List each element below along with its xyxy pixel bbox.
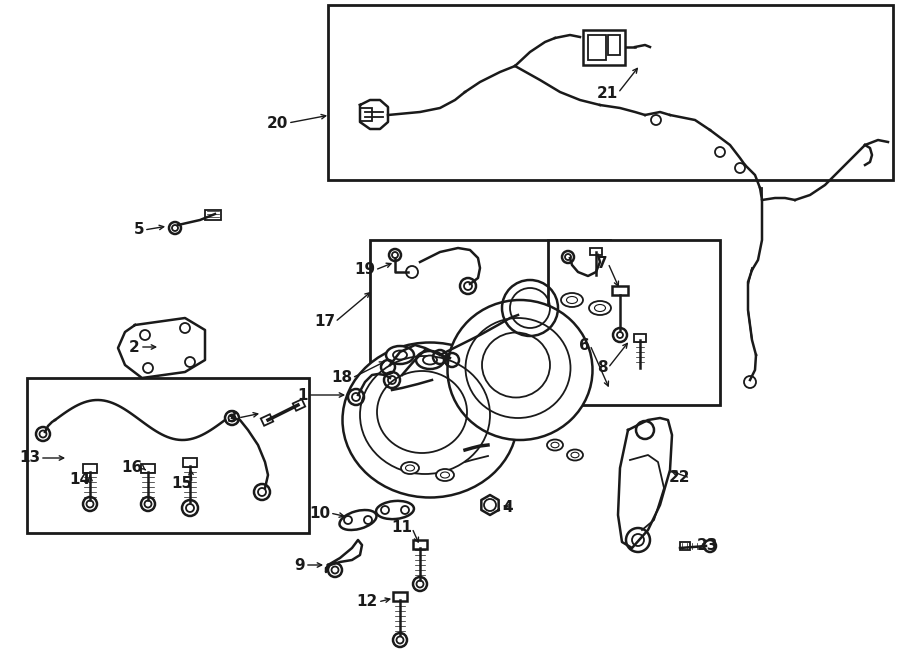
Ellipse shape: [339, 510, 376, 530]
Text: 21: 21: [597, 85, 618, 100]
Bar: [583, 30, 625, 65]
Ellipse shape: [416, 351, 444, 369]
Text: 22: 22: [669, 471, 690, 485]
Ellipse shape: [376, 501, 414, 519]
Bar: [413, 540, 427, 549]
Bar: [83, 464, 97, 473]
Bar: [328, 5, 893, 180]
Ellipse shape: [589, 301, 611, 315]
Text: 20: 20: [266, 116, 288, 130]
Bar: [205, 210, 221, 220]
Ellipse shape: [561, 293, 583, 307]
Bar: [590, 248, 602, 255]
Text: 16: 16: [122, 461, 143, 475]
Ellipse shape: [401, 462, 419, 474]
Text: 12: 12: [356, 594, 378, 609]
Text: 5: 5: [133, 223, 144, 237]
Ellipse shape: [567, 449, 583, 461]
Bar: [548, 240, 720, 405]
Ellipse shape: [566, 297, 578, 303]
Bar: [608, 35, 620, 55]
Bar: [292, 399, 305, 410]
Text: 7: 7: [598, 256, 608, 270]
Text: 8: 8: [598, 360, 608, 375]
Bar: [370, 240, 610, 385]
Bar: [27, 378, 309, 533]
Text: 19: 19: [354, 262, 375, 278]
Ellipse shape: [393, 350, 407, 360]
Text: 10: 10: [309, 506, 330, 520]
Text: 1: 1: [298, 387, 308, 403]
Text: 11: 11: [391, 520, 412, 535]
Bar: [360, 108, 372, 121]
Text: 9: 9: [294, 557, 305, 572]
Ellipse shape: [343, 342, 518, 498]
Bar: [612, 286, 628, 295]
Bar: [183, 458, 197, 467]
Bar: [588, 35, 606, 60]
Ellipse shape: [595, 305, 606, 311]
Ellipse shape: [436, 469, 454, 481]
Ellipse shape: [423, 356, 437, 364]
Bar: [634, 334, 646, 342]
Text: 6: 6: [580, 338, 590, 352]
Text: 15: 15: [171, 475, 192, 490]
Text: 23: 23: [697, 539, 718, 553]
Ellipse shape: [447, 300, 592, 440]
Bar: [680, 542, 690, 550]
Text: 13: 13: [19, 451, 40, 465]
Text: 17: 17: [314, 315, 335, 329]
Text: 18: 18: [331, 371, 352, 385]
Text: 4: 4: [502, 500, 513, 516]
Bar: [141, 464, 155, 473]
Bar: [393, 592, 407, 601]
Ellipse shape: [386, 346, 414, 364]
Text: 3: 3: [228, 410, 238, 426]
Bar: [261, 414, 274, 426]
Text: 2: 2: [130, 340, 140, 354]
Ellipse shape: [547, 440, 563, 451]
Text: 14: 14: [69, 473, 90, 488]
